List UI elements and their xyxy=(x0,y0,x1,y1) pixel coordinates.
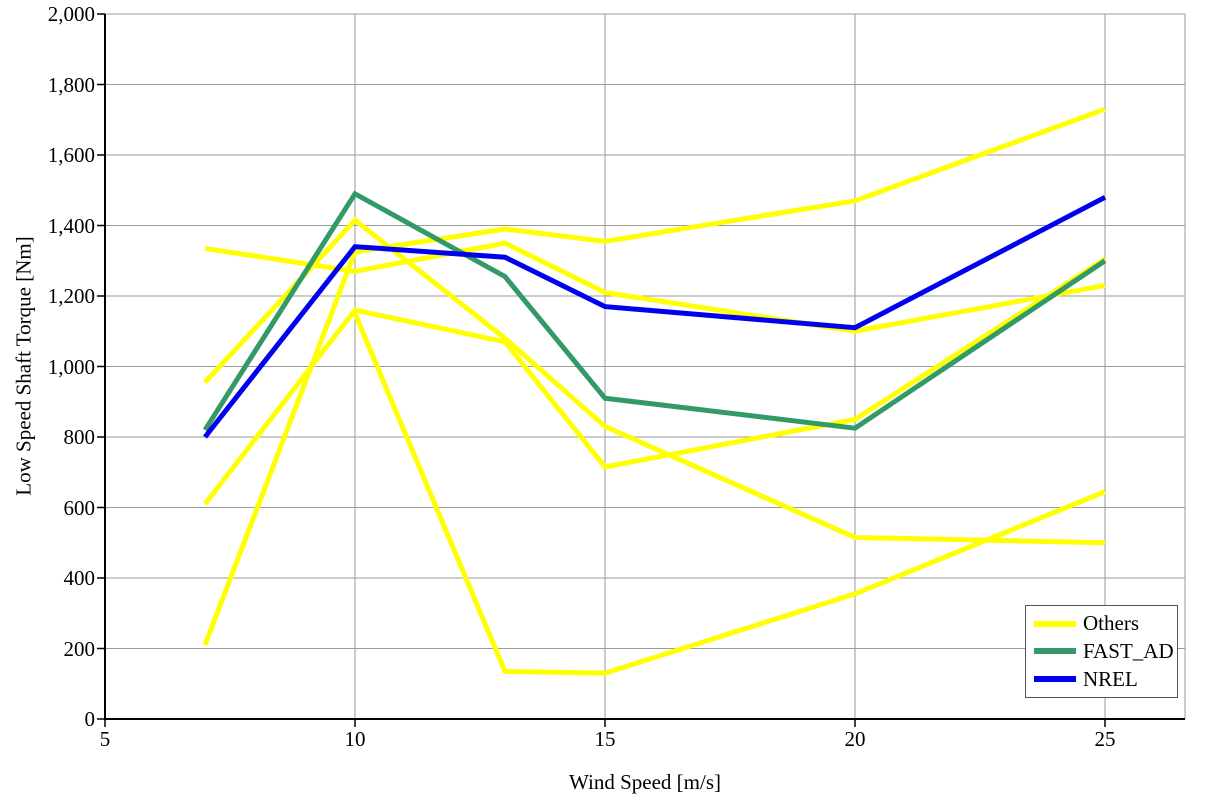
series-line-others-1 xyxy=(203,216,1106,546)
legend-item-fast-ad: FAST_AD xyxy=(1034,639,1174,664)
y-tick-label: 400 xyxy=(63,566,96,590)
series-line-others-4 xyxy=(203,256,1107,506)
x-tick-label: 5 xyxy=(99,727,111,751)
y-tick-label: 200 xyxy=(63,636,96,661)
y-tick-label: 800 xyxy=(63,425,96,449)
x-tick-label: 25 xyxy=(1094,727,1116,751)
y-tick-label: 1,800 xyxy=(47,72,95,97)
y-axis-title: Low Speed Shaft Torque [Nm] xyxy=(11,236,36,496)
x-axis-title: Wind Speed [m/s] xyxy=(569,770,721,794)
nrel-line-swatch xyxy=(1034,676,1076,683)
legend-item-nrel: NREL xyxy=(1034,667,1169,692)
x-tick-label: 10 xyxy=(344,727,366,751)
legend-label-others: Others xyxy=(1083,611,1139,636)
series-line-others-2 xyxy=(202,106,1106,646)
series-line-others-3 xyxy=(204,240,1106,334)
y-tick-label: 1,000 xyxy=(47,354,95,379)
legend-item-others: Others xyxy=(1034,611,1169,636)
legend-label-fast-ad: FAST_AD xyxy=(1083,638,1174,663)
y-tick-label: 0 xyxy=(84,707,96,731)
y-tick-label: 600 xyxy=(63,495,96,520)
y-tick-label: 1,600 xyxy=(47,143,95,167)
y-tick-label: 1,400 xyxy=(47,213,95,238)
legend-label-nrel: NREL xyxy=(1083,666,1138,691)
series-line-nrel xyxy=(203,195,1107,439)
x-tick-label: 15 xyxy=(594,727,616,751)
legend: Others FAST_AD NREL xyxy=(1025,605,1178,698)
fast-ad-line-swatch xyxy=(1034,648,1076,655)
series-line-fast_ad xyxy=(202,190,1107,432)
y-tick-label: 2,000 xyxy=(47,2,95,26)
y-tick-label: 1,200 xyxy=(47,284,95,308)
series-line-others-5 xyxy=(352,312,1106,676)
x-tick-label: 20 xyxy=(844,727,866,751)
others-line-swatch xyxy=(1034,620,1076,627)
